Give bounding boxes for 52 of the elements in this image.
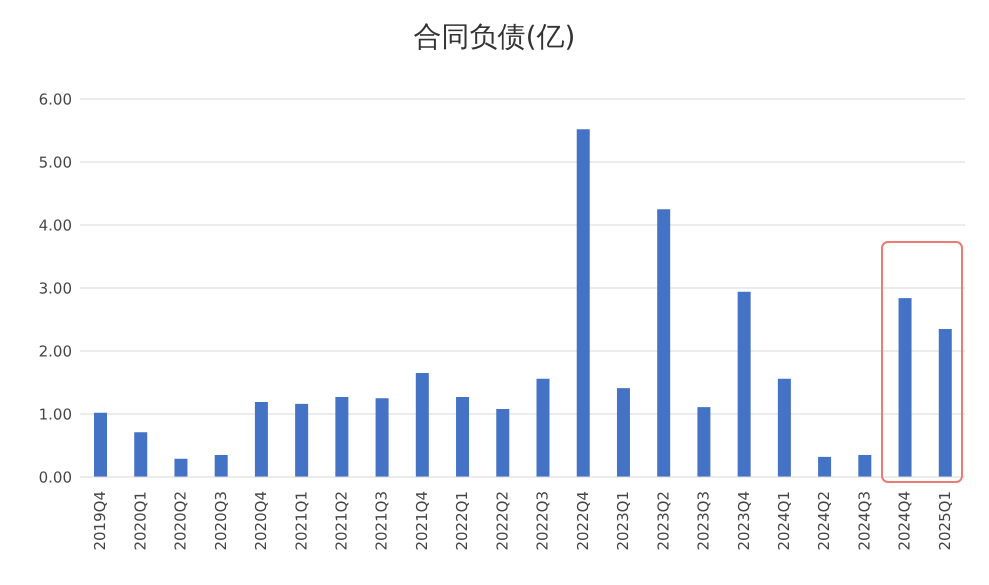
bar	[496, 408, 510, 477]
y-tick-label: 4.00	[38, 216, 72, 234]
y-tick-label: 2.00	[38, 342, 72, 360]
bar	[214, 454, 228, 477]
bar	[616, 388, 630, 477]
chart-title: 合同负债(亿)	[412, 19, 576, 55]
x-tick-label: 2023Q1	[614, 491, 632, 551]
x-tick-label: 2021Q4	[412, 491, 431, 551]
x-tick-label: 2021Q2	[332, 491, 350, 551]
x-tick-label: 2022Q1	[453, 491, 472, 551]
x-tick-label: 2025Q1	[936, 491, 954, 551]
x-tick-label: 2020Q1	[131, 491, 150, 551]
x-tick-label: 2022Q2	[493, 491, 512, 551]
bar	[858, 454, 872, 477]
x-tick-label: 2020Q2	[172, 491, 190, 551]
x-tick-label: 2020Q3	[212, 491, 230, 551]
bar	[335, 396, 348, 477]
bar	[938, 328, 952, 477]
bar	[134, 432, 148, 477]
x-tick-label: 2019Q4	[91, 491, 110, 551]
bar	[376, 398, 389, 477]
x-tick-label: 2024Q4	[896, 491, 914, 551]
bar	[657, 209, 670, 477]
x-tick-label: 2021Q1	[292, 491, 310, 551]
x-tick-label: 2022Q4	[574, 491, 592, 551]
x-tick-label: 2021Q3	[372, 491, 391, 551]
x-tick-label: 2023Q2	[654, 491, 672, 551]
x-tick-label: 2023Q3	[694, 491, 713, 551]
bar	[295, 404, 308, 477]
y-tick-label: 1.00	[38, 405, 72, 424]
bar	[576, 129, 590, 477]
x-tick-label: 2020Q4	[252, 491, 270, 551]
x-tick-label: 2024Q3	[855, 491, 874, 551]
bar	[456, 396, 470, 477]
bar	[254, 402, 268, 477]
x-tick-label: 2023Q4	[734, 491, 753, 551]
bar	[94, 412, 107, 477]
bar	[416, 373, 429, 477]
bar	[697, 407, 710, 477]
y-tick-label: 0.00	[38, 468, 72, 486]
bar	[818, 456, 832, 477]
bar	[898, 298, 912, 477]
y-tick-label: 3.00	[38, 279, 72, 298]
bar	[738, 292, 751, 477]
x-tick-label: 2024Q2	[815, 491, 834, 551]
y-tick-label: 5.00	[38, 153, 72, 172]
bar	[536, 378, 550, 477]
bar	[174, 458, 188, 477]
x-tick-label: 2022Q3	[534, 491, 552, 551]
x-tick-label: 2024Q1	[774, 491, 793, 551]
y-tick-label: 6.00	[38, 90, 72, 108]
bar	[778, 378, 791, 477]
